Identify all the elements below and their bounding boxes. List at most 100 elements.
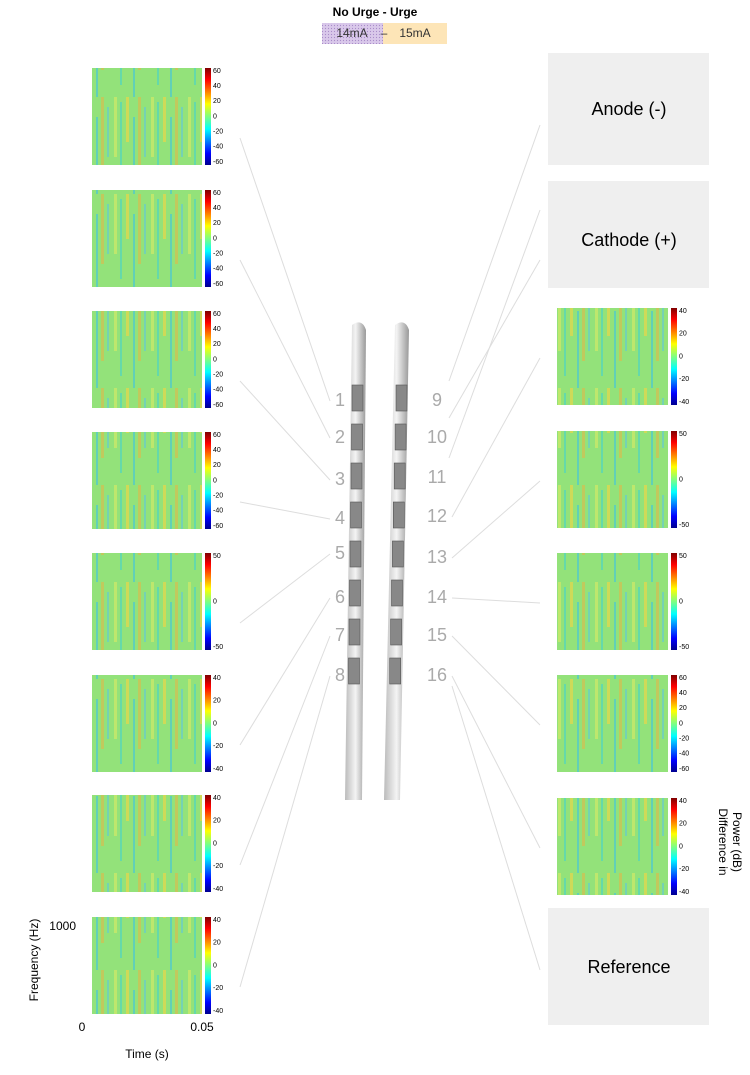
y-top-label: 1000	[49, 919, 76, 933]
condition-box	[383, 23, 447, 44]
electrode-contact	[351, 423, 363, 451]
colorbar-tick-label: 60	[213, 432, 221, 439]
colorbar-tick-label: 0	[679, 598, 683, 605]
colorbar-tick-label: -40	[213, 766, 223, 773]
connector-line	[239, 259, 331, 439]
cathode-label: Cathode (+)	[581, 230, 677, 250]
electrode-number: 3	[335, 469, 345, 489]
colorbar-tick-label: -60	[213, 281, 223, 288]
electrode-number: 1	[335, 390, 345, 410]
colorbar-tick-label: -50	[679, 522, 689, 529]
colorbar-tick-label: 20	[213, 698, 221, 705]
spectrogram	[92, 311, 202, 408]
colorbar-tick-label: 0	[679, 476, 683, 483]
x-right-label: 0.05	[190, 1020, 214, 1034]
colorbar	[205, 795, 211, 892]
connector-line	[451, 597, 541, 604]
condition-left: 14mA	[336, 26, 367, 40]
colorbar-tick-label: -60	[213, 159, 223, 166]
electrode-contact	[392, 540, 404, 568]
electrode-number: 14	[427, 587, 447, 607]
electrode-number: 7	[335, 625, 345, 645]
spectrogram	[557, 798, 668, 895]
colorbar-tick-label: 40	[679, 798, 687, 805]
colorbar-tick-label: 60	[213, 190, 221, 197]
condition-right: 15mA	[399, 26, 430, 40]
colorbar-label: Power (dB)	[730, 812, 744, 872]
colorbar	[671, 431, 677, 528]
electrode-number: 11	[428, 467, 447, 487]
connector-line	[448, 209, 541, 459]
colorbar-tick-label: 40	[679, 690, 687, 697]
electrode-number: 15	[427, 625, 447, 645]
spectrogram	[92, 795, 202, 892]
colorbar-tick-label: -20	[679, 376, 689, 383]
colorbar-tick-label: -40	[679, 889, 689, 896]
colorbar-tick-label: 20	[213, 220, 221, 227]
colorbar-tick-label: 20	[679, 705, 687, 712]
electrode-contact	[392, 501, 405, 529]
connector-line	[239, 675, 331, 988]
electrode-number: 16	[427, 665, 447, 685]
electrode-number: 6	[335, 587, 345, 607]
colorbar-tick-label: 20	[213, 462, 221, 469]
connector-line	[448, 259, 541, 419]
colorbar-tick-label: 50	[679, 431, 687, 438]
colorbar	[205, 675, 211, 772]
colorbar-tick-label: 20	[213, 98, 221, 105]
electrode-contact	[348, 618, 361, 646]
colorbar-tick-label: 0	[679, 353, 683, 360]
electrode-contact	[394, 423, 407, 451]
colorbar-tick-label: -20	[213, 743, 223, 750]
connector-line	[451, 480, 541, 559]
colorbar-tick-label: 20	[679, 331, 687, 338]
colorbar	[671, 798, 677, 895]
anode-box	[548, 53, 709, 165]
reference-label: Reference	[587, 957, 670, 977]
connector-line	[239, 597, 331, 746]
spectrogram	[92, 553, 202, 650]
colorbar-tick-label: 20	[213, 818, 221, 825]
header-title: No Urge - Urge	[333, 5, 418, 19]
colorbar-tick-label: 20	[679, 821, 687, 828]
colorbar	[671, 308, 677, 405]
condition-box	[322, 23, 383, 44]
colorbar-tick-label: -60	[213, 402, 223, 409]
connector-line	[451, 635, 541, 726]
electrode-number: 5	[335, 543, 345, 563]
anode-label: Anode (-)	[591, 99, 666, 119]
electrode-contact	[391, 579, 403, 607]
spectrogram	[557, 553, 668, 650]
colorbar-tick-label: -50	[679, 644, 689, 651]
colorbar-tick-label: 0	[679, 843, 683, 850]
electrode-contact	[349, 579, 361, 607]
colorbar-tick-label: 0	[213, 356, 217, 363]
colorbar-tick-label: -20	[213, 372, 223, 379]
colorbar	[671, 553, 677, 650]
colorbar-tick-label: -60	[679, 766, 689, 773]
connector-line	[451, 685, 541, 971]
electrode-contact	[349, 540, 362, 568]
cathode-box	[548, 181, 709, 288]
connector-line	[239, 553, 331, 624]
colorbar-tick-label: 60	[679, 675, 687, 682]
colorbar-tick-label: -20	[213, 863, 223, 870]
colorbar-tick-label: 0	[213, 113, 217, 120]
colorbar-tick-label: 50	[679, 553, 687, 560]
spectrogram	[92, 917, 202, 1014]
electrode-contact	[395, 384, 408, 412]
colorbar-tick-label: -20	[213, 493, 223, 500]
colorbar-tick-label: 40	[213, 917, 221, 924]
colorbar-tick-label: -60	[213, 523, 223, 530]
y-axis-label: Frequency (Hz)	[27, 919, 41, 1002]
colorbar	[671, 675, 677, 772]
colorbar-tick-label: 40	[213, 83, 221, 90]
connector-line	[239, 635, 331, 866]
colorbar-tick-label: -40	[213, 266, 223, 273]
electrode-number: 4	[335, 508, 345, 528]
y-bottom-label: 0	[79, 1020, 86, 1034]
colorbar-tick-label: -20	[679, 736, 689, 743]
colorbar-tick-label: -20	[213, 251, 223, 258]
colorbar-tick-label: -40	[213, 144, 223, 151]
colorbar-tick-label: 40	[213, 326, 221, 333]
